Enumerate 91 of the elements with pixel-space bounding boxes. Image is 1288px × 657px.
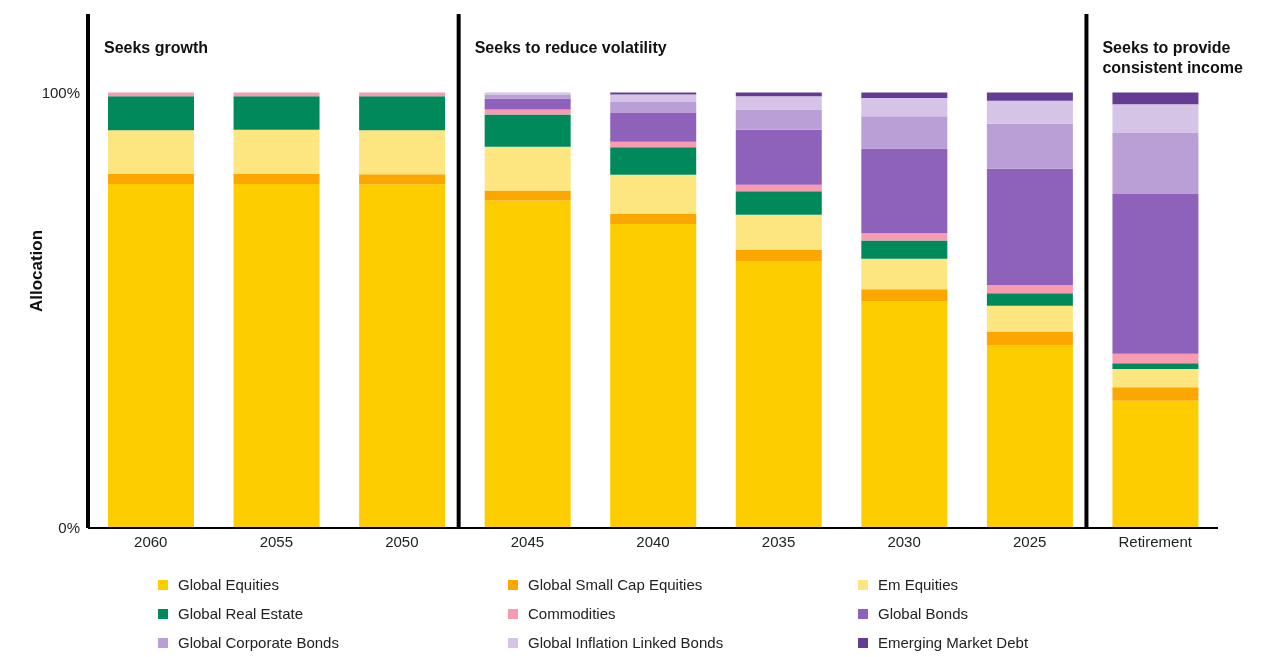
x-tick-label: 2035 bbox=[761, 532, 796, 550]
bar bbox=[735, 250, 822, 261]
bar bbox=[861, 148, 948, 234]
bar bbox=[1112, 92, 1199, 105]
bar bbox=[861, 240, 948, 259]
bar bbox=[735, 260, 822, 528]
x-tick-label: 2050 bbox=[385, 532, 419, 550]
bar bbox=[610, 223, 697, 528]
y-tick-label: 0% bbox=[58, 519, 80, 537]
bar bbox=[1112, 353, 1199, 364]
bar bbox=[986, 305, 1073, 332]
legend-label: Global Equities bbox=[178, 576, 279, 593]
bar bbox=[484, 200, 571, 528]
bar bbox=[1112, 369, 1199, 388]
y-axis-title: Allocation bbox=[27, 229, 47, 313]
x-tick-label: 2040 bbox=[636, 532, 670, 550]
bar bbox=[108, 92, 194, 97]
bar bbox=[861, 289, 948, 302]
bar bbox=[359, 92, 446, 97]
bar bbox=[233, 183, 320, 528]
bar bbox=[1112, 193, 1199, 354]
bar bbox=[861, 98, 948, 117]
x-tick-label: Retirement bbox=[1118, 532, 1193, 550]
bar bbox=[861, 92, 948, 99]
bar bbox=[484, 114, 571, 147]
bar bbox=[484, 94, 571, 99]
bar bbox=[1112, 387, 1199, 401]
bar bbox=[610, 101, 697, 113]
bar bbox=[986, 345, 1073, 528]
bar bbox=[1112, 132, 1199, 194]
legend-label: Commodities bbox=[528, 605, 616, 622]
x-tick-label: 2060 bbox=[134, 532, 168, 550]
bar bbox=[1112, 400, 1199, 528]
bar bbox=[108, 183, 194, 528]
legend-label: Emerging Market Debt bbox=[878, 634, 1029, 651]
bar bbox=[108, 96, 194, 131]
bar bbox=[359, 130, 446, 175]
bar bbox=[861, 301, 948, 528]
legend-label: Em Equities bbox=[878, 576, 959, 593]
bar bbox=[1112, 363, 1199, 370]
bar bbox=[484, 146, 571, 191]
bar bbox=[735, 92, 822, 97]
bar bbox=[233, 129, 320, 174]
legend-label: Global Small Cap Equities bbox=[528, 576, 703, 593]
x-tick-label: 2030 bbox=[887, 532, 921, 550]
bar bbox=[610, 112, 697, 142]
annotation: Seeks to provide consistent income bbox=[1102, 38, 1244, 78]
bar bbox=[359, 174, 446, 185]
bar bbox=[610, 147, 697, 175]
bar bbox=[986, 92, 1073, 101]
bar bbox=[359, 184, 446, 528]
bar bbox=[484, 98, 571, 110]
bar bbox=[610, 213, 697, 224]
bar bbox=[735, 214, 822, 251]
bar bbox=[861, 258, 948, 290]
bar bbox=[1112, 104, 1199, 133]
legend-label: Global Corporate Bonds bbox=[178, 634, 339, 651]
bar bbox=[986, 123, 1073, 169]
bar bbox=[861, 233, 948, 241]
bar bbox=[484, 190, 571, 201]
bar bbox=[233, 92, 320, 97]
bar bbox=[484, 109, 571, 115]
bar bbox=[986, 100, 1073, 124]
bar bbox=[610, 174, 697, 214]
bar bbox=[233, 173, 320, 184]
bar bbox=[359, 96, 446, 131]
legend-label: Global Inflation Linked Bonds bbox=[528, 634, 724, 651]
bar bbox=[610, 94, 697, 102]
bar bbox=[735, 96, 822, 110]
x-tick-label: 2055 bbox=[259, 532, 294, 550]
bar bbox=[108, 130, 194, 174]
legend-label: Global Real Estate bbox=[178, 605, 304, 622]
bar bbox=[484, 92, 571, 95]
bar bbox=[986, 284, 1073, 294]
bar bbox=[233, 96, 320, 130]
bar bbox=[108, 173, 194, 184]
bar bbox=[986, 331, 1073, 346]
x-tick-label: 2045 bbox=[510, 532, 545, 550]
annotation: Seeks to reduce volatility bbox=[474, 38, 667, 58]
x-tick-label: 2025 bbox=[1012, 532, 1047, 550]
bar bbox=[735, 184, 822, 192]
bar bbox=[861, 116, 948, 149]
legend-label: Global Bonds bbox=[878, 605, 969, 622]
bar bbox=[735, 191, 822, 215]
bar bbox=[735, 129, 822, 185]
bar bbox=[986, 293, 1073, 306]
bar bbox=[610, 92, 697, 95]
bar bbox=[986, 168, 1073, 285]
y-tick-label: 100% bbox=[41, 83, 80, 101]
bar bbox=[735, 109, 822, 130]
annotation: Seeks growth bbox=[104, 38, 209, 58]
